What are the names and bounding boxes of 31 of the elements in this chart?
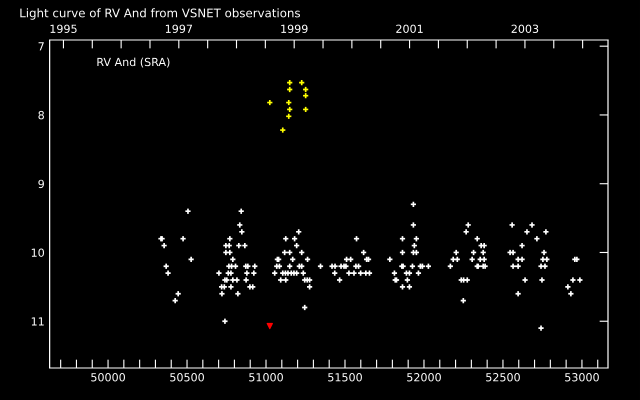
- x2-tick-label: 1999: [281, 24, 308, 33]
- y-tick-label: 7: [38, 42, 44, 50]
- point: [302, 86, 310, 93]
- x-tick-label: 51000: [249, 373, 283, 382]
- y-tick-label: 9: [38, 180, 44, 188]
- y-tick-label: 8: [38, 110, 44, 120]
- annotation: RV And (SRA): [97, 58, 170, 68]
- y-tick-label: 11: [32, 317, 44, 326]
- x-tick-label: 52000: [407, 373, 441, 382]
- x-tick-label: 53000: [565, 373, 599, 382]
- x2-tick-label: 2003: [512, 24, 538, 33]
- point: [279, 126, 286, 134]
- x2-tick-label: 1995: [50, 24, 77, 33]
- y-tick-label: 10: [32, 248, 44, 257]
- x-tick-label: 52500: [486, 373, 520, 382]
- point: [266, 99, 274, 106]
- x-tick-label: 51500: [328, 373, 362, 382]
- point: [286, 79, 294, 86]
- point: [286, 106, 294, 113]
- point: [302, 106, 310, 113]
- point: [302, 92, 310, 100]
- point: [286, 86, 294, 93]
- chart-title: Light curve of RV And from VSNET observations: [20, 8, 300, 20]
- point: [285, 112, 292, 120]
- x-tick-label: 50000: [91, 373, 125, 382]
- x2-tick-label: 2001: [396, 24, 423, 33]
- point: [298, 79, 306, 86]
- x-tick-label: 50500: [170, 373, 204, 382]
- point: [266, 322, 273, 330]
- point: [285, 99, 292, 106]
- x2-tick-label: 1997: [166, 24, 192, 33]
